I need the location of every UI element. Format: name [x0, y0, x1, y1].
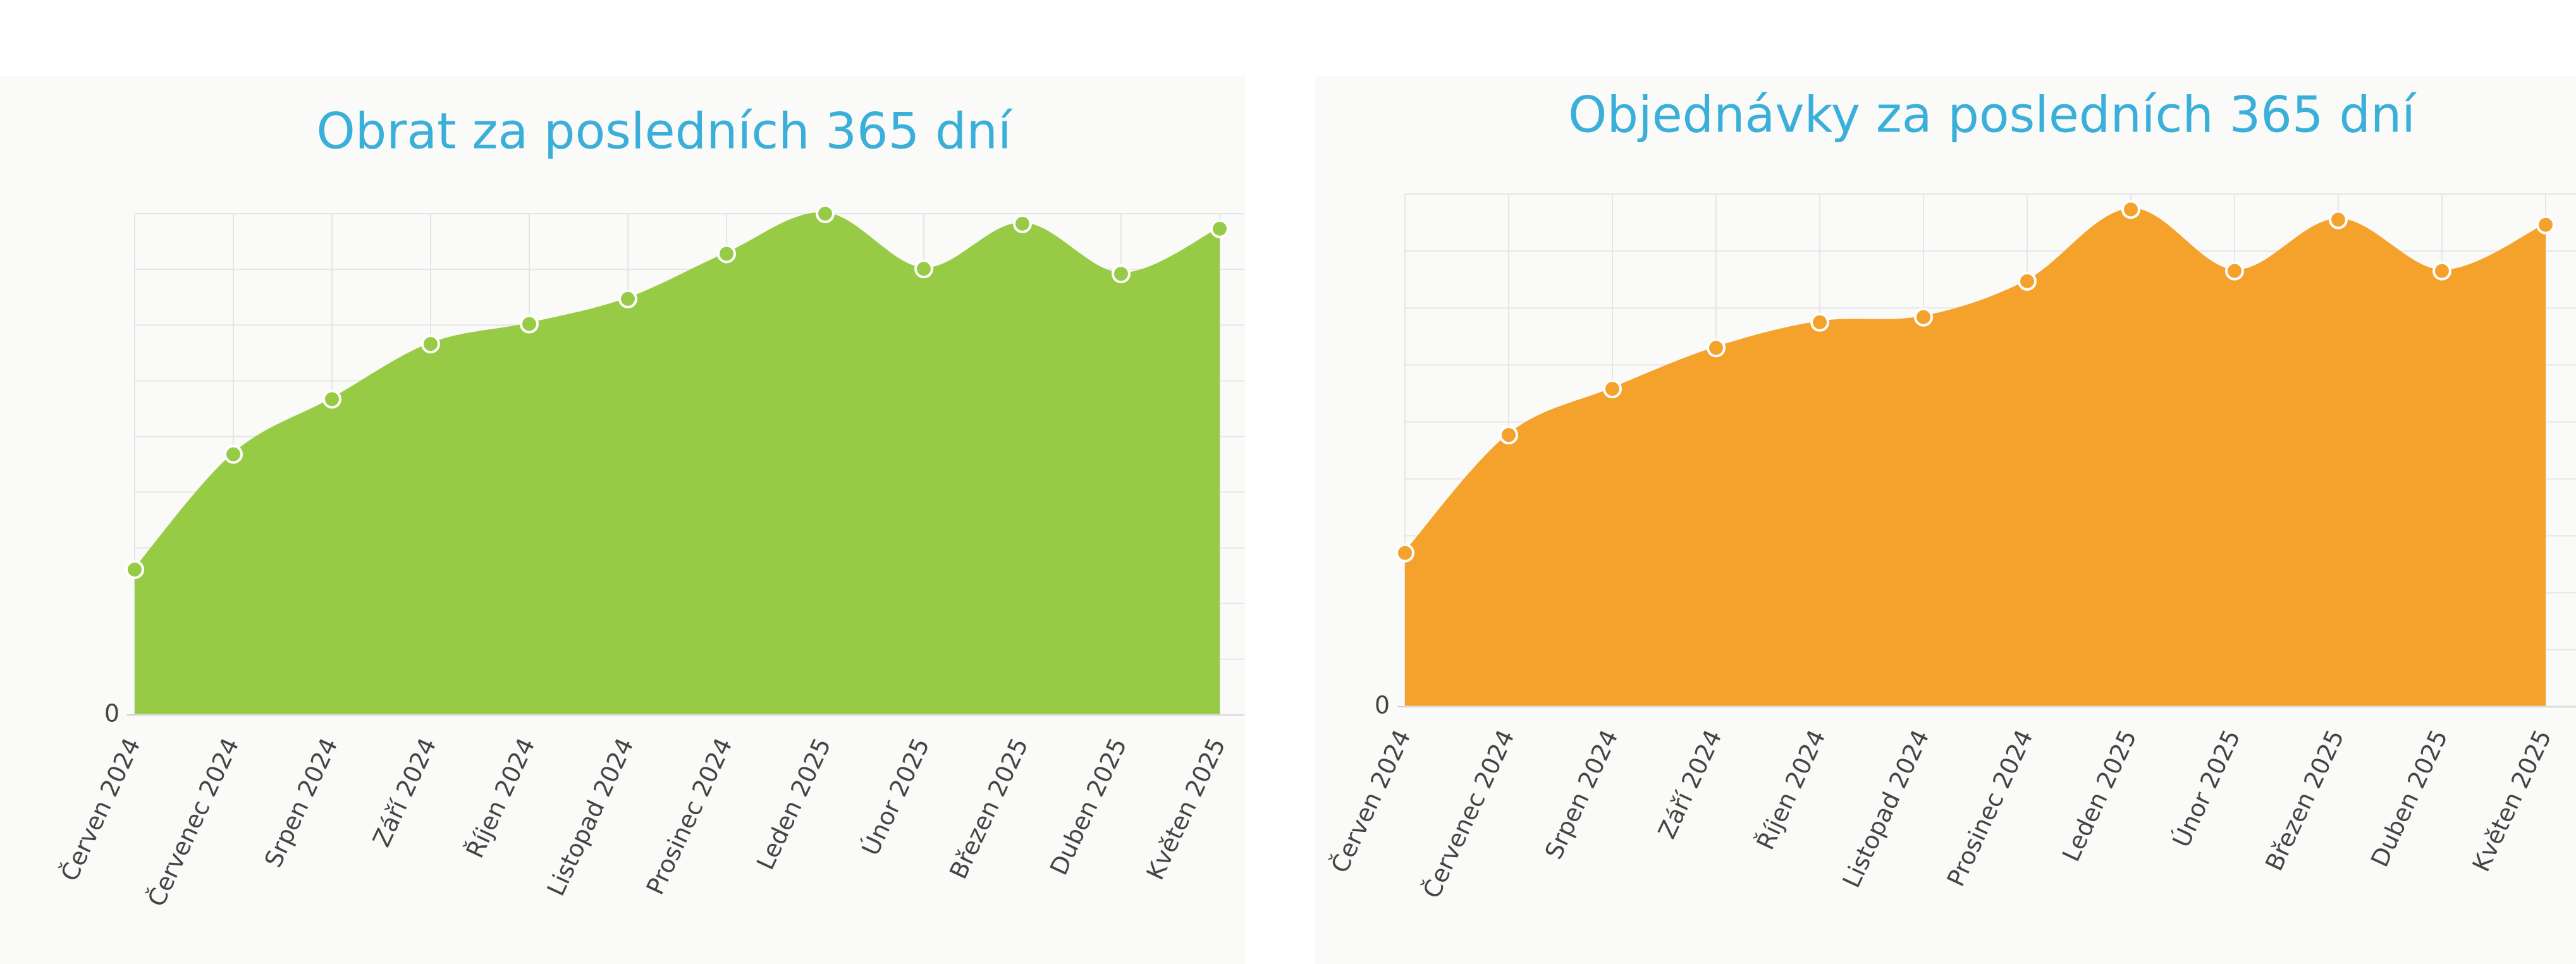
area-fill: [135, 213, 1220, 715]
point: [2225, 261, 2244, 281]
point: [914, 259, 933, 279]
point: [2432, 261, 2451, 281]
point: [1603, 379, 1622, 399]
area-line: [1404, 208, 2546, 554]
point: [2329, 210, 2348, 229]
point: [421, 334, 440, 354]
point: [1707, 338, 1726, 358]
chart-title: Objednávky za posledních 365 dní: [1568, 87, 2417, 143]
point: [322, 389, 341, 409]
area-line: [133, 212, 1220, 571]
y-tick-label: 0: [1375, 692, 1390, 719]
point: [2018, 271, 2037, 291]
point: [618, 289, 637, 308]
chart-title: Obrat za posledních 365 dní: [316, 103, 1013, 160]
point: [1499, 425, 1518, 445]
point: [1395, 543, 1414, 563]
point: [1914, 307, 1933, 327]
point: [125, 560, 144, 580]
point: [1210, 219, 1229, 238]
point: [1810, 312, 1829, 332]
y-tick-label: 0: [104, 700, 120, 728]
point: [224, 444, 243, 464]
point: [520, 314, 539, 334]
point: [1112, 264, 1131, 284]
point: [2121, 200, 2140, 219]
point: [816, 204, 835, 223]
point: [1013, 214, 1032, 233]
point: [717, 244, 736, 264]
area-fill: [1405, 209, 2546, 707]
point: [2536, 215, 2555, 235]
